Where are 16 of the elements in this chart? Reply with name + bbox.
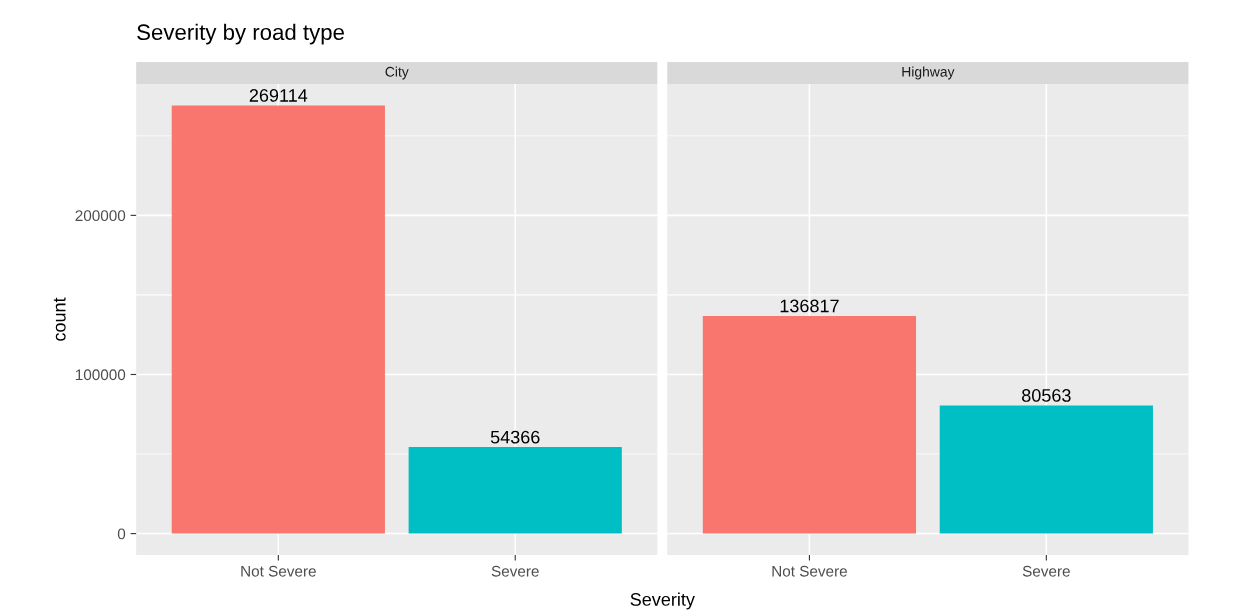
data-label: 269114 xyxy=(249,89,308,102)
x-tick-label: Severe xyxy=(491,565,539,577)
y-tick-label: 100000 xyxy=(75,369,126,381)
chart-subtitle: City xyxy=(385,66,409,80)
x-tick-label: Severe xyxy=(1022,565,1070,577)
data-label: 136817 xyxy=(780,299,839,313)
data-label: 80563 xyxy=(1022,389,1071,402)
x-tick-label: Not Severe xyxy=(772,565,847,577)
y-tick-label: 0 xyxy=(117,528,126,540)
y-axis-title: count xyxy=(53,297,66,341)
y-tick-label: 200000 xyxy=(75,210,126,222)
x-tick-label: Not Severe xyxy=(241,565,316,577)
chart-subtitle: Highway xyxy=(902,66,955,80)
x-axis-title: Severity xyxy=(630,592,695,610)
chart-title: Severity by road type xyxy=(137,23,344,45)
data-label: 54366 xyxy=(490,430,540,444)
